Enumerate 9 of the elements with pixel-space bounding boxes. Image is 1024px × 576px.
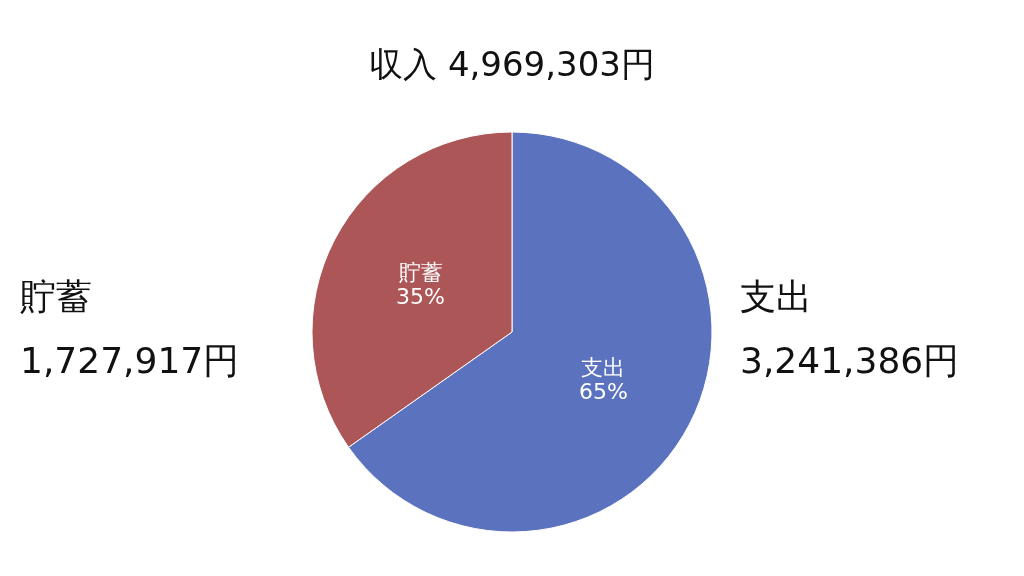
slice-label: 支出 [740,275,812,317]
data-label: 3,241,386円 [740,339,960,381]
slice-label: 支出 [581,354,626,380]
text: 35% [396,284,446,310]
slice-label: 貯蓄 [20,275,92,317]
text: 65% [578,378,628,404]
chart-title: 収入 4,969,303円 [369,44,655,84]
slice-label: 貯蓄 [398,260,443,286]
data-label: 1,727,917円 [20,339,240,381]
